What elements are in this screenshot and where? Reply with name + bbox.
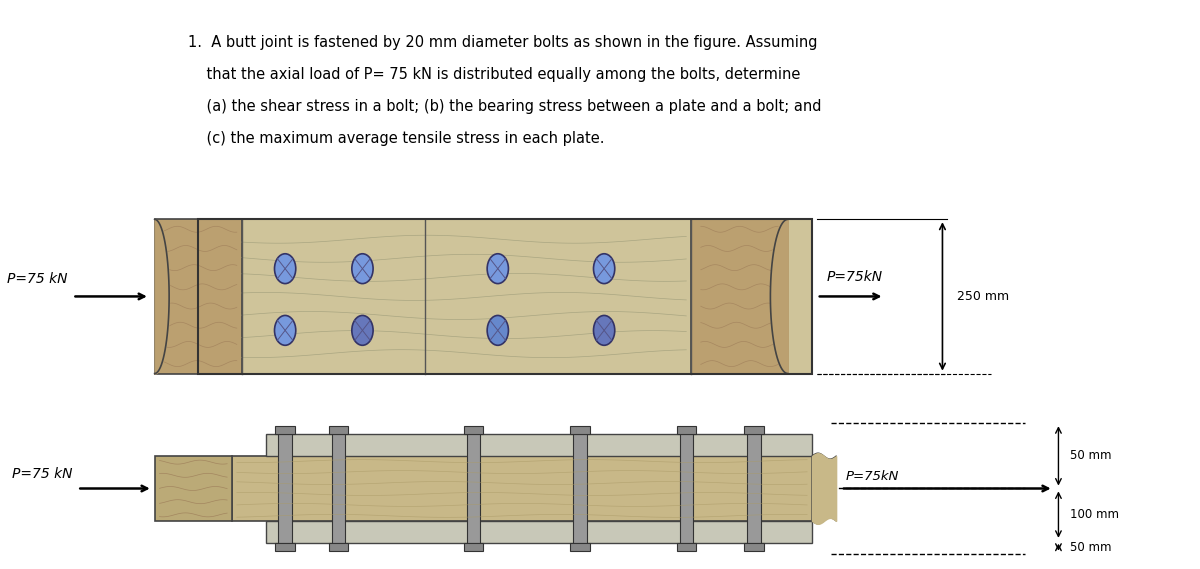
Text: 100 mm: 100 mm	[1070, 508, 1120, 521]
FancyBboxPatch shape	[232, 456, 812, 521]
FancyBboxPatch shape	[677, 426, 696, 434]
FancyBboxPatch shape	[331, 434, 346, 543]
FancyBboxPatch shape	[276, 426, 295, 434]
Ellipse shape	[487, 254, 509, 283]
Ellipse shape	[594, 315, 614, 345]
FancyBboxPatch shape	[748, 434, 761, 543]
FancyBboxPatch shape	[266, 434, 812, 456]
Text: 50 mm: 50 mm	[1070, 541, 1111, 554]
FancyBboxPatch shape	[464, 543, 484, 551]
FancyBboxPatch shape	[329, 543, 348, 551]
Ellipse shape	[487, 315, 509, 345]
FancyBboxPatch shape	[570, 543, 589, 551]
Text: 1.  A butt joint is fastened by 20 mm diameter bolts as shown in the figure. Ass: 1. A butt joint is fastened by 20 mm dia…	[188, 35, 818, 50]
FancyBboxPatch shape	[464, 426, 484, 434]
Ellipse shape	[275, 254, 295, 283]
FancyBboxPatch shape	[278, 434, 292, 543]
Ellipse shape	[275, 315, 295, 345]
Text: (c) the maximum average tensile stress in each plate.: (c) the maximum average tensile stress i…	[188, 131, 605, 146]
FancyBboxPatch shape	[744, 543, 763, 551]
FancyBboxPatch shape	[574, 434, 587, 543]
FancyBboxPatch shape	[744, 426, 763, 434]
Text: that the axial load of P= 75 kN is distributed equally among the bolts, determin: that the axial load of P= 75 kN is distr…	[188, 67, 800, 82]
FancyBboxPatch shape	[276, 543, 295, 551]
FancyBboxPatch shape	[691, 219, 787, 374]
Text: P=75 kN: P=75 kN	[12, 467, 72, 481]
FancyBboxPatch shape	[467, 434, 480, 543]
FancyBboxPatch shape	[679, 434, 694, 543]
Ellipse shape	[594, 254, 614, 283]
Text: P=75kN: P=75kN	[846, 470, 899, 483]
FancyBboxPatch shape	[570, 426, 589, 434]
Ellipse shape	[352, 315, 373, 345]
FancyBboxPatch shape	[329, 426, 348, 434]
FancyBboxPatch shape	[198, 219, 812, 374]
FancyBboxPatch shape	[677, 543, 696, 551]
Text: P=75kN: P=75kN	[827, 270, 882, 283]
FancyBboxPatch shape	[155, 219, 241, 374]
Text: 50 mm: 50 mm	[1070, 450, 1111, 463]
Ellipse shape	[352, 254, 373, 283]
FancyBboxPatch shape	[266, 521, 812, 543]
FancyBboxPatch shape	[155, 456, 232, 521]
Text: 250 mm: 250 mm	[956, 290, 1009, 303]
Text: P=75 kN: P=75 kN	[7, 271, 67, 286]
Text: (a) the shear stress in a bolt; (b) the bearing stress between a plate and a bol: (a) the shear stress in a bolt; (b) the …	[188, 99, 822, 114]
